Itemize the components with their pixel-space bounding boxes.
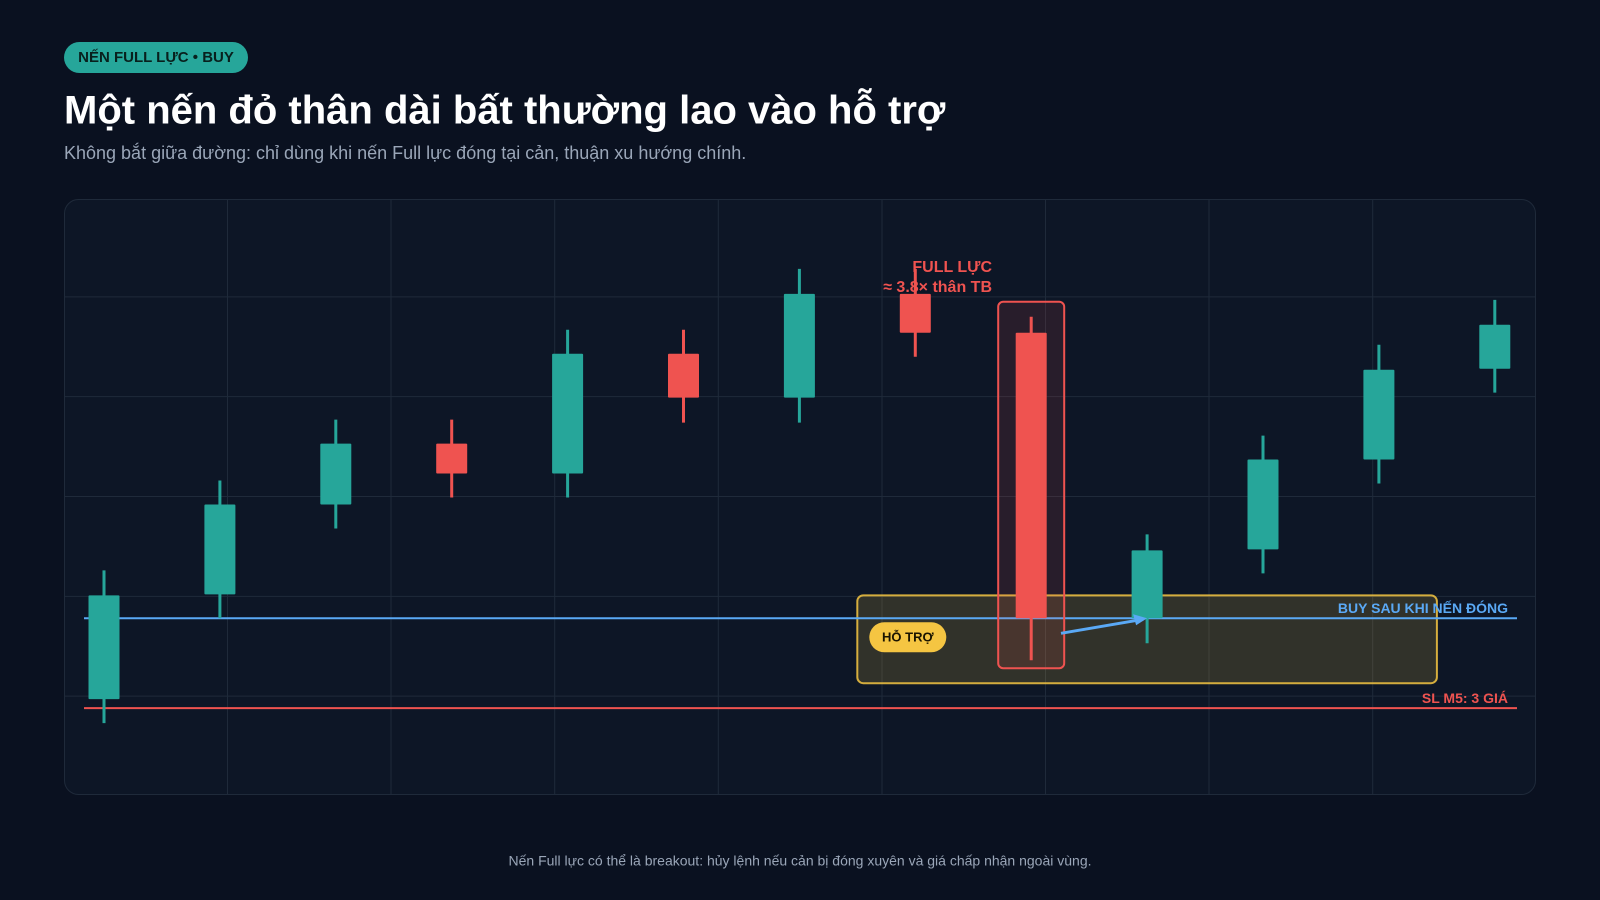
level-label: SL M5: 3 GIÁ <box>1422 690 1508 706</box>
candle-body <box>1131 550 1163 619</box>
footer: Nến Full lực có thể là breakout: hủy lện… <box>509 853 1092 869</box>
candle-body <box>1479 324 1511 369</box>
plot: HỖ TRỢ BUY SAU KHI NẾN ĐÓNG SL M5: 3 GIÁ FU… <box>65 259 1535 724</box>
subtitle: Không bắt giữa đường: chỉ dùng khi nến F… <box>64 142 746 163</box>
support-pill <box>869 622 947 653</box>
candle-body <box>552 353 584 474</box>
badge <box>64 42 248 73</box>
candle-body <box>436 443 468 474</box>
annotation: ≈ 3.8× thân TB <box>883 279 992 296</box>
candle-body <box>88 595 120 700</box>
candle-body <box>1247 459 1279 550</box>
candle-body <box>320 443 352 505</box>
arrow-head <box>1133 614 1148 626</box>
annotation: FULL LỰC <box>912 259 992 276</box>
support-label: HỖ TRỢ <box>882 630 934 645</box>
title: Một nến đỏ thân dài bất thường lao vào h… <box>64 87 946 133</box>
candle-body <box>1363 369 1395 460</box>
candle-body <box>1015 332 1047 619</box>
badge-text: NẾN FULL LỰC • BUY <box>78 49 234 66</box>
candle-body <box>783 293 815 398</box>
arrow <box>1060 617 1144 635</box>
candle-body <box>668 353 699 398</box>
level-label: BUY SAU KHI NẾN ĐÓNG <box>1338 599 1508 616</box>
candle-body <box>204 504 236 595</box>
candle-body <box>899 293 931 333</box>
